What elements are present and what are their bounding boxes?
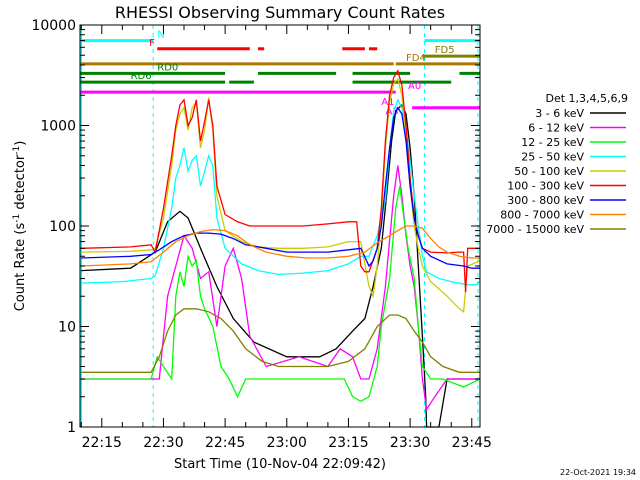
x-axis: 22:15 22:30 22:45 23:00 23:15 23:30 23:45 — [80, 25, 492, 451]
x-tick-label: 22:15 — [82, 435, 122, 451]
flag-label-rd0: RD0 — [157, 62, 178, 73]
legend-label: 300 - 800 keV — [507, 194, 584, 207]
legend-label: 12 - 25 keV — [521, 136, 584, 149]
flag-label-a1: A1 — [381, 97, 394, 108]
x-axis-label: Start Time (10-Nov-04 22:09:42) — [174, 457, 386, 472]
x-tick-label: 23:15 — [328, 435, 368, 451]
series-line-7 — [81, 225, 480, 267]
y-tick-label: 10000 — [31, 18, 76, 34]
legend-label: 800 - 7000 keV — [500, 209, 584, 222]
legend-header: Det 1,3,4,5,6,9 — [545, 92, 628, 105]
legend-label: 7000 - 15000 keV — [486, 223, 584, 236]
legend-label: 50 - 100 keV — [514, 165, 584, 178]
series-line-8 — [81, 308, 480, 373]
series-line-2 — [81, 185, 481, 403]
x-tick-label: 22:45 — [205, 435, 245, 451]
y-tick-label: 1000 — [40, 119, 76, 135]
y-tick-label: 100 — [49, 219, 76, 235]
flag-label-a0: A0 — [408, 81, 421, 92]
x-tick-label: 23:30 — [390, 435, 430, 451]
y-axis: 1 10 100 1000 10000 — [31, 18, 480, 436]
y-axis-label: Count Rate (s-1 detector-1) — [12, 141, 28, 312]
series-line-4 — [81, 77, 481, 313]
flag-label-a3: A3 — [385, 107, 398, 118]
flag-label-rd6: RD6 — [131, 71, 152, 82]
legend-label: 6 - 12 keV — [528, 122, 584, 135]
chart-title: RHESSI Observing Summary Count Rates — [115, 3, 445, 22]
legend-label: 100 - 300 keV — [507, 180, 584, 193]
y-tick-label: 10 — [58, 320, 76, 336]
flag-label-n: N — [157, 30, 164, 41]
x-tick-label: 22:30 — [143, 435, 183, 451]
x-tick-label: 23:45 — [452, 435, 492, 451]
x-tick-label: 23:00 — [267, 435, 307, 451]
flag-label-fd4: FD4 — [406, 53, 426, 64]
flag-label-fd5: FD5 — [435, 45, 455, 56]
plot-area: NF FD4 FD5 RD0 RD6 A1 A0 A3 — [80, 25, 481, 428]
render-timestamp: 22-Oct-2021 19:34 — [560, 468, 636, 477]
flag-label-f: F — [149, 38, 155, 49]
y-tick-label: 1 — [67, 420, 76, 436]
legend-label: 3 - 6 keV — [535, 107, 584, 120]
legend-label: 25 - 50 keV — [521, 151, 584, 164]
series-line-3 — [81, 98, 481, 286]
